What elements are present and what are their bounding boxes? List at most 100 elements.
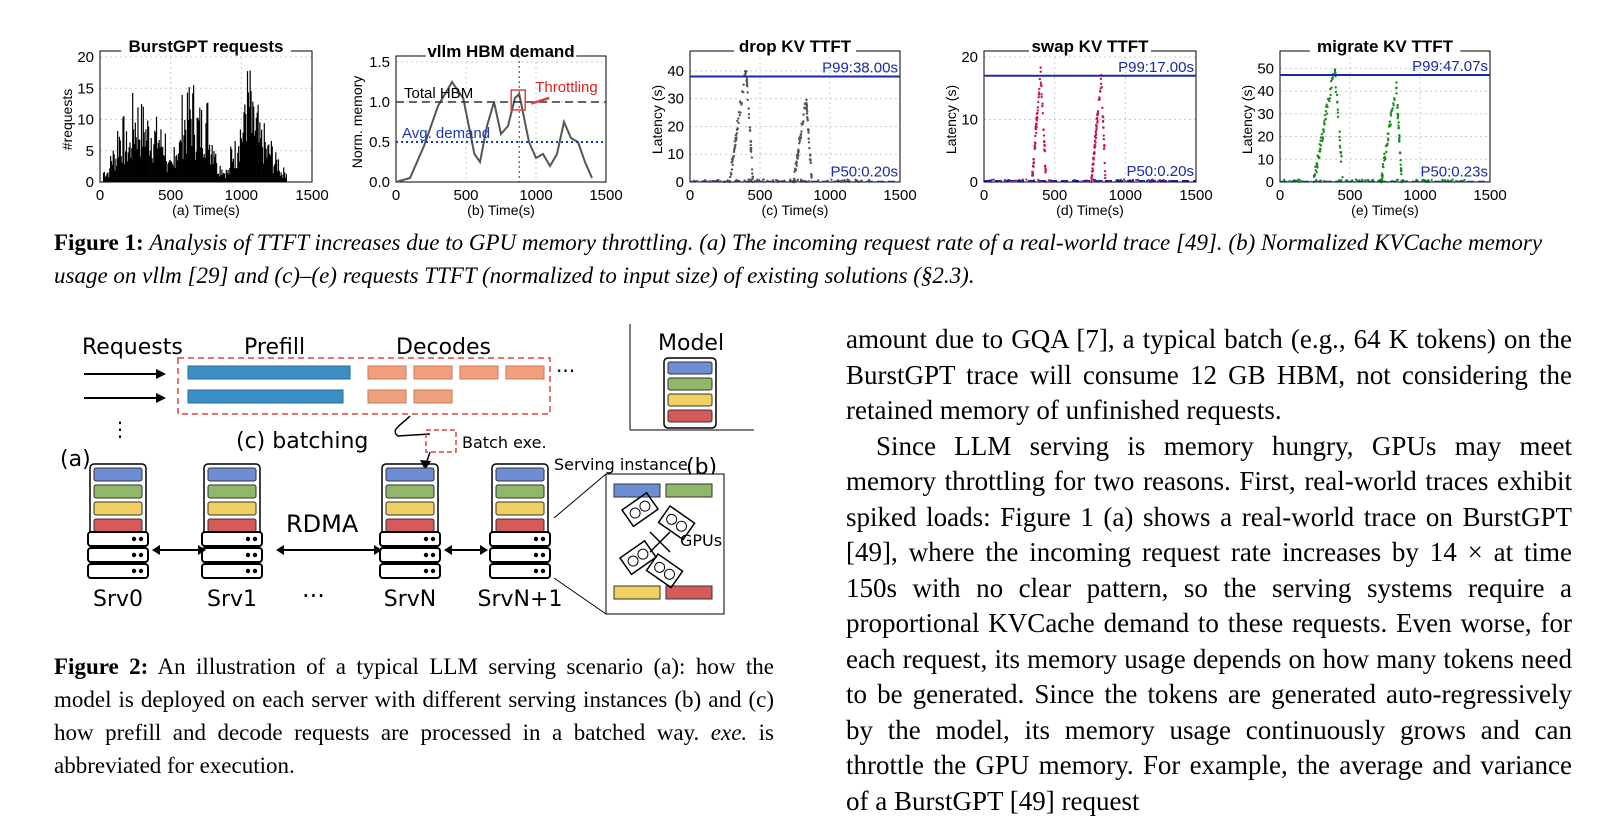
scatter-point — [1339, 139, 1341, 141]
server-led — [431, 569, 435, 573]
server-led — [541, 569, 545, 573]
server-led — [246, 553, 250, 557]
scatter-point — [1326, 112, 1328, 114]
prefill-bar-1 — [188, 366, 350, 379]
scatter-point — [1040, 93, 1042, 95]
scatter-point — [1322, 138, 1324, 140]
figure-2: Requests ⋮ Prefill Decodes ··· (c) batch… — [54, 318, 774, 640]
scatter-point — [1103, 138, 1105, 140]
scatter-point — [1320, 144, 1322, 146]
x-axis-label: (e) Time(s) — [1351, 202, 1419, 218]
scatter-point — [1364, 179, 1366, 181]
body-text-column: amount due to GQA [7], a typical batch (… — [846, 322, 1572, 819]
y-tick-label: 1.0 — [369, 94, 390, 111]
scatter-point — [806, 110, 808, 112]
x-tick-label: 1500 — [295, 187, 328, 204]
y-tick-label: 20 — [77, 49, 94, 66]
scatter-point — [1043, 149, 1045, 151]
server-model-layer-3 — [496, 502, 544, 515]
server-led — [424, 537, 428, 541]
scatter-point — [1397, 179, 1399, 181]
chart-title: migrate KV TTFT — [1317, 37, 1454, 56]
scatter-point — [1316, 166, 1318, 168]
server-led — [246, 537, 250, 541]
scatter-point — [1315, 171, 1317, 173]
server-model-layer-2 — [386, 485, 434, 498]
server-model-layer-4 — [386, 519, 434, 532]
scatter-point — [807, 138, 809, 140]
scatter-point — [1040, 70, 1042, 72]
scatter-point — [747, 99, 749, 101]
scatter-point — [1044, 171, 1046, 173]
scatter-point — [1048, 179, 1050, 181]
figure-2-caption-lead: Figure 2: — [54, 654, 148, 679]
chart-title: BurstGPT requests — [129, 37, 284, 56]
scatter-point — [764, 181, 766, 183]
panel-a-label: (a) — [60, 447, 91, 472]
model-stack-layer-2 — [668, 378, 712, 390]
scatter-point — [1395, 81, 1397, 83]
scatter-point — [732, 159, 734, 161]
batch-connector — [395, 416, 430, 436]
scatter-point — [749, 140, 751, 142]
scatter-point — [1091, 175, 1093, 177]
scatter-point — [1322, 131, 1324, 133]
scatter-point — [1032, 173, 1034, 175]
scatter-point — [1386, 181, 1388, 183]
scatter-point — [1093, 151, 1095, 153]
avg-demand-annotation: Avg. demand — [402, 125, 490, 142]
y-tick-label: 10 — [77, 112, 94, 129]
scatter-point — [808, 147, 810, 149]
scatter-point — [1095, 131, 1097, 133]
scatter-point — [1104, 177, 1106, 179]
scatter-point — [1095, 133, 1097, 135]
server-led — [253, 537, 257, 541]
x-tick-label: 0 — [980, 187, 988, 204]
scatter-point — [1102, 115, 1104, 117]
scatter-point — [1397, 113, 1399, 115]
p99-label: P99:17.00s — [1118, 59, 1194, 76]
scatter-point — [1340, 155, 1342, 157]
scatter-point — [1326, 104, 1328, 106]
scatter-point — [734, 144, 736, 146]
scatter-point — [1092, 157, 1094, 159]
server-model-layer-1 — [496, 468, 544, 481]
scatter-point — [806, 105, 808, 107]
server-label: Srv1 — [207, 587, 257, 612]
scatter-point — [751, 172, 753, 174]
scatter-point — [1038, 93, 1040, 95]
scatter-point — [796, 165, 798, 167]
scatter-point — [1321, 133, 1323, 135]
y-tick-label: 10 — [667, 146, 684, 163]
scatter-point — [708, 181, 710, 183]
p50-label: P50:0.20s — [830, 163, 898, 180]
y-axis-label: Latency (s) — [943, 85, 959, 154]
scatter-point — [1393, 99, 1395, 101]
instance-layer-red — [666, 586, 712, 599]
scatter-point — [1037, 101, 1039, 103]
scatter-point — [808, 141, 810, 143]
scatter-point — [748, 113, 750, 115]
y-axis-label: Norm. memory — [349, 76, 365, 169]
scatter-point — [1400, 168, 1402, 170]
y-tick-label: 20 — [667, 118, 684, 135]
y-tick-label: 10 — [961, 112, 978, 129]
server-model-layer-3 — [94, 502, 142, 515]
scatter-point — [1325, 110, 1327, 112]
scatter-point — [731, 168, 733, 170]
scatter-point — [744, 72, 746, 74]
scatter-point — [1040, 96, 1042, 98]
scatter-point — [756, 178, 758, 180]
scatter-point — [733, 155, 735, 157]
scatter-point — [1315, 179, 1317, 181]
batch-exe-label: Batch exe. — [462, 433, 547, 452]
scatter-point — [793, 178, 795, 180]
scatter-point — [1036, 116, 1038, 118]
model-stack-layer-1 — [668, 362, 712, 374]
scatter-point — [1322, 128, 1324, 130]
y-tick-label: 20 — [1257, 129, 1274, 146]
scatter-point — [1337, 108, 1339, 110]
model-label: Model — [658, 331, 724, 356]
server-led — [424, 569, 428, 573]
scatter-point — [1039, 78, 1041, 80]
